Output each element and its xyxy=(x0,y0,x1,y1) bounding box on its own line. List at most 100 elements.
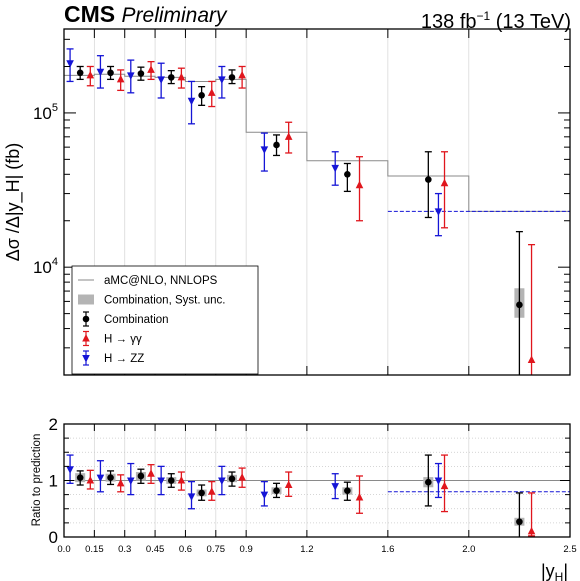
combination-marker xyxy=(516,518,523,526)
combination-marker xyxy=(516,301,523,309)
hgg-marker xyxy=(177,72,186,81)
main-y-tick-exponent: 4 xyxy=(52,256,58,268)
ratio-x-tick-label: 0.15 xyxy=(85,544,104,555)
hzz-marker xyxy=(434,477,443,485)
hgg-marker xyxy=(116,478,125,487)
combination-marker xyxy=(76,69,84,77)
hzz-marker xyxy=(96,68,105,77)
hzz-marker xyxy=(187,97,196,106)
luminosity-label: 138 fb−1 (13 TeV) xyxy=(421,3,571,35)
hgg-marker xyxy=(207,88,216,96)
hgg-marker xyxy=(527,355,536,364)
cms-header: CMS Preliminary xyxy=(64,0,227,30)
legend-label: Combination xyxy=(104,314,169,326)
legend: aMC@NLO, NNLOPS Combination, Syst. unc. Co… xyxy=(71,265,259,375)
hzz-marker xyxy=(331,164,340,173)
combination-marker xyxy=(273,487,280,494)
hzz-marker xyxy=(260,491,269,500)
main-y-tick-base: 10 xyxy=(33,258,52,277)
hgg-marker xyxy=(440,178,449,187)
ratio-y-tick-label: 2 xyxy=(49,415,58,434)
ratio-x-tick-label: 1.6 xyxy=(381,544,394,555)
combination-marker xyxy=(425,478,432,486)
hgg-marker xyxy=(177,476,186,484)
hzz-marker xyxy=(126,72,135,80)
legend-label: H → ZZ xyxy=(104,353,144,365)
hzz-marker xyxy=(218,477,226,485)
combination-marker xyxy=(273,141,280,149)
hgg-marker xyxy=(147,65,155,73)
combination-marker xyxy=(137,472,145,480)
legend-label: Combination, Syst. unc. xyxy=(104,295,225,307)
combination-marker xyxy=(228,74,236,81)
hzz-marker xyxy=(331,483,340,491)
hgg-marker xyxy=(207,487,216,495)
hgg-marker xyxy=(238,70,246,79)
ratio-x-tick-label: 0.75 xyxy=(207,544,226,555)
theory-histogram xyxy=(64,73,570,212)
hgg-marker xyxy=(284,132,293,140)
hzz-marker xyxy=(126,477,135,485)
combination-marker xyxy=(107,69,114,77)
ratio-x-tick-label: 0.6 xyxy=(179,544,192,555)
hzz-marker xyxy=(66,466,74,474)
combination-marker xyxy=(137,70,145,77)
legend-box xyxy=(71,265,259,375)
combination-marker xyxy=(76,474,84,481)
status-label: Preliminary xyxy=(121,4,227,27)
main-y-axis-label: Δσ /Δ|y_H| (fb) xyxy=(3,143,24,262)
ratio-x-tick-label: 0.0 xyxy=(57,544,70,555)
combination-marker xyxy=(425,176,432,183)
ratio-axes: 0.0 0.15 0.3 0.45 0.6 0.75 0.9 1.2 1.6 2.0 2.5 0 1 2 xyxy=(49,415,577,555)
ratio-x-tick-label: 2.5 xyxy=(563,544,576,555)
hgg-marker xyxy=(238,473,246,481)
combination-marker xyxy=(107,474,114,481)
x-axis-label-base: |y xyxy=(541,561,555,581)
legend-band-symbol xyxy=(78,294,94,305)
main-y-tick-base: 10 xyxy=(33,104,52,123)
hzz-marker xyxy=(260,146,269,154)
hgg-marker xyxy=(86,70,95,79)
combination-marker xyxy=(228,475,236,483)
hzz-marker xyxy=(96,474,105,483)
ratio-plot-area xyxy=(64,454,570,537)
hgg-marker xyxy=(355,492,364,501)
main-plot-area xyxy=(64,48,570,375)
hzz-marker xyxy=(187,493,196,501)
ratio-x-tick-label: 0.9 xyxy=(240,544,253,555)
lumi-value: 138 fb xyxy=(420,11,477,33)
combination-marker xyxy=(198,489,205,497)
combination-marker xyxy=(82,315,90,323)
x-axis-label-sub: H xyxy=(555,570,564,581)
legend-label: aMC@NLO, NNLOPS xyxy=(104,275,218,287)
hzz-marker xyxy=(157,76,165,84)
ratio-x-tick-label: 1.2 xyxy=(300,544,313,555)
ratio-y-axis-label: Ratio to prediction xyxy=(31,434,43,527)
ratio-x-tick-label: 0.45 xyxy=(146,544,165,555)
hgg-marker xyxy=(82,334,90,342)
legend-label: H → γγ xyxy=(104,334,142,346)
ratio-x-tick-label: 2.0 xyxy=(462,544,475,555)
ratio-y-tick-label: 1 xyxy=(49,472,58,491)
hgg-marker xyxy=(147,469,155,477)
hgg-marker xyxy=(284,480,293,489)
combination-marker xyxy=(167,477,175,484)
hgg-marker xyxy=(527,526,536,535)
hgg-marker xyxy=(116,74,125,83)
main-y-tick-label: 105 xyxy=(33,102,58,123)
hgg-marker xyxy=(355,180,364,189)
hzz-marker xyxy=(157,477,165,485)
ratio-x-tick-label: 0.3 xyxy=(118,544,131,555)
x-axis-label: |yH| xyxy=(541,561,568,581)
main-y-tick-label: 104 xyxy=(33,256,58,277)
combination-marker xyxy=(344,171,351,178)
hzz-marker xyxy=(218,76,226,84)
hzz-marker xyxy=(82,355,90,363)
hgg-marker xyxy=(440,481,449,490)
ratio-y-tick-label: 0 xyxy=(49,528,58,547)
lumi-exponent: −1 xyxy=(476,9,491,23)
experiment-label: CMS xyxy=(64,1,116,27)
hgg-marker xyxy=(86,476,95,484)
